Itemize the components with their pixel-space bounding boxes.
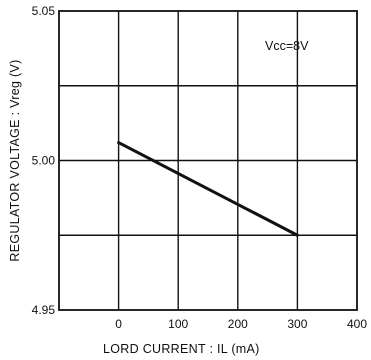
y-tick-labels: 4.95 5.00 5.05 [32, 4, 56, 317]
y-tick-label: 5.05 [32, 4, 56, 18]
x-tick-label: 200 [228, 317, 248, 331]
x-tick-label: 100 [168, 317, 188, 331]
x-tick-label: 300 [287, 317, 307, 331]
x-tick-labels: 0 100 200 300 400 [115, 317, 367, 331]
series-line-0 [117, 141, 299, 237]
x-tick-label: 0 [115, 317, 122, 331]
annotation-vcc: Vcc=8V [265, 39, 309, 53]
y-tick-label: 4.95 [32, 303, 56, 317]
y-tick-label: 5.00 [32, 154, 56, 168]
y-axis-label: REGULATOR VOLTAGE : Vreg (V) [8, 59, 22, 261]
series-layer [117, 141, 299, 237]
x-axis-label: LORD CURRENT : IL (mA) [103, 342, 260, 356]
gridlines [59, 11, 357, 310]
plot-frame [58, 10, 358, 311]
x-tick-label: 400 [347, 317, 367, 331]
